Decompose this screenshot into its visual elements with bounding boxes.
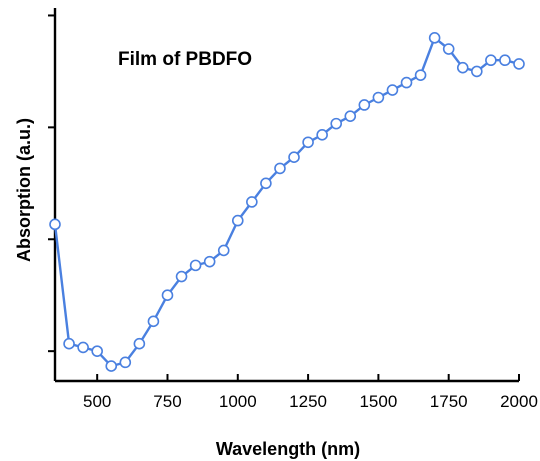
data-point [316, 129, 328, 141]
data-point [63, 337, 75, 350]
data-point [246, 196, 258, 208]
y-axis-title: Absorption (a.u.) [14, 118, 34, 262]
data-point [105, 360, 118, 372]
series-line [53, 36, 520, 368]
data-point [302, 136, 314, 149]
data-point [400, 76, 413, 89]
data-point [442, 43, 455, 55]
x-tick-label: 1000 [219, 392, 257, 411]
x-tick-label: 1250 [289, 392, 327, 411]
data-point [77, 341, 89, 354]
ticks: 500 750 1000 1250 1500 1750 2000 [48, 14, 538, 411]
data-point [471, 65, 483, 78]
x-tick-label: 2000 [500, 392, 538, 411]
data-point [231, 214, 244, 227]
data-point [372, 91, 385, 104]
data-point [49, 218, 61, 231]
data-point [344, 110, 357, 122]
data-point [217, 244, 230, 257]
data-point [456, 61, 469, 74]
x-tick-label: 1750 [430, 392, 468, 411]
data-point [175, 270, 188, 283]
data-point [330, 117, 343, 130]
data-point [513, 58, 525, 70]
data-point [288, 151, 300, 163]
x-axis-title: Wavelength (nm) [216, 439, 360, 459]
data-point [119, 356, 132, 369]
x-tick-label: 750 [153, 392, 181, 411]
data-point [358, 99, 371, 111]
data-point [499, 54, 511, 67]
data-point [485, 54, 497, 67]
chart-annotation: Film of PBDFO [118, 49, 252, 70]
data-point [428, 32, 441, 44]
axes [53, 8, 519, 383]
data-point [161, 289, 174, 302]
series [49, 32, 525, 372]
data-point [386, 84, 399, 96]
data-point [260, 177, 272, 190]
data-point [133, 337, 146, 350]
x-tick-label: 500 [83, 392, 111, 411]
data-point [147, 315, 160, 328]
data-point [189, 259, 202, 272]
data-point [414, 69, 427, 81]
data-point [203, 255, 216, 268]
data-point [91, 345, 103, 357]
data-point [274, 162, 286, 175]
x-tick-label: 1500 [359, 392, 397, 411]
